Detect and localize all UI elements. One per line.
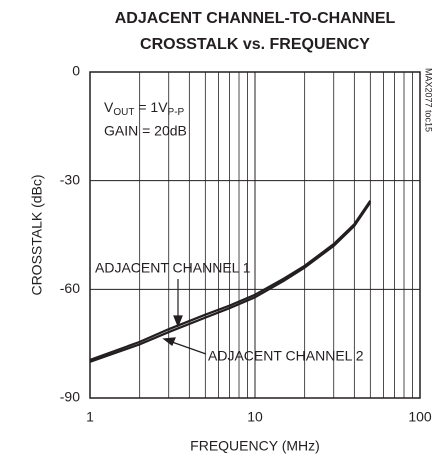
y-tick-label: 0 [72,63,80,79]
x-tick-label: 100 [408,409,432,425]
x-tick-label: 1 [86,409,94,425]
series-line [89,199,372,362]
series-label: ADJACENT CHANNEL 1 [95,260,251,276]
y-tick-label: -90 [60,389,80,405]
condition-part: OUT [113,107,134,118]
condition-part: V [104,99,114,115]
series-line [89,201,372,363]
condition: VOUT = 1VP-P [104,99,185,118]
y-tick-label: -60 [60,280,80,296]
condition-part: P-P [168,107,185,118]
series-label: ADJACENT CHANNEL 2 [208,348,364,364]
condition: GAIN = 20dB [104,123,187,139]
y-axis-label: CROSSTALK (dBc) [29,174,45,295]
chart-title: CROSSTALK vs. FREQUENCY [140,36,370,53]
x-tick-label: 10 [247,409,263,425]
x-axis-label: FREQUENCY (MHz) [190,438,320,454]
watermark: MAX2077 toc15 [424,68,434,132]
y-tick-label: -30 [60,171,80,187]
chart-title: ADJACENT CHANNEL-TO-CHANNEL [115,10,396,27]
plot-frame [89,71,421,399]
condition-part: = 1V [134,99,168,115]
